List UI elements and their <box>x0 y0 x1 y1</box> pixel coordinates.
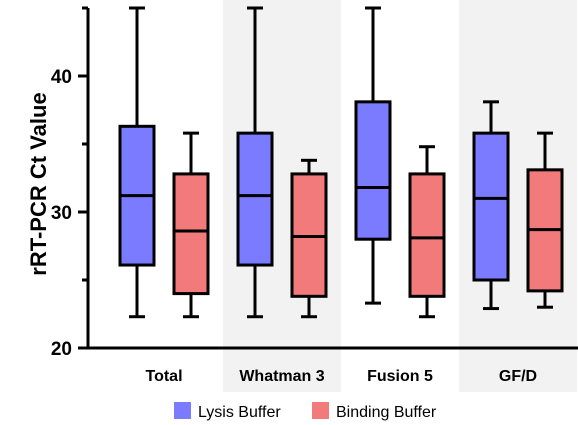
y-tick-label: 30 <box>51 203 72 224</box>
box-iqr <box>172 172 210 296</box>
x-tick-label: GF/D <box>499 368 537 385</box>
legend-label: Binding Buffer <box>336 404 437 421</box>
box-2-0 <box>354 6 392 305</box>
box-0-1 <box>172 131 210 319</box>
x-tick-label: Total <box>145 368 182 385</box>
box-2-1 <box>408 145 446 319</box>
y-tick-label: 20 <box>51 339 72 360</box>
x-tick-label: Fusion 5 <box>367 368 433 385</box>
box-1-1 <box>290 158 328 319</box>
box-iqr <box>236 131 274 267</box>
legend-item-1: Binding Buffer <box>312 402 437 421</box>
box-iqr <box>472 131 510 282</box>
legend-item-0: Lysis Buffer <box>174 402 281 421</box>
legend-swatch <box>174 402 191 419</box>
box-0-0 <box>118 6 156 319</box>
y-axis: 20 30 40 <box>51 6 578 360</box>
category-shading <box>223 0 577 392</box>
box-iqr <box>408 172 446 298</box>
y-tick-label: 40 <box>51 67 72 88</box>
x-axis-category-labels: Total Whatman 3 Fusion 5 GF/D <box>145 368 537 385</box>
box-1-0 <box>236 6 274 319</box>
legend-label: Lysis Buffer <box>198 404 281 421</box>
box-3-0 <box>472 100 510 311</box>
legend-swatch <box>312 402 329 419</box>
x-tick-label: Whatman 3 <box>239 368 324 385</box>
box-iqr <box>354 100 392 241</box>
box-3-1 <box>526 131 564 309</box>
box-plots <box>118 6 564 319</box>
y-axis-title: rRT-PCR Ct Value <box>26 92 51 275</box>
legend: Lysis Buffer Binding Buffer <box>174 402 437 421</box>
